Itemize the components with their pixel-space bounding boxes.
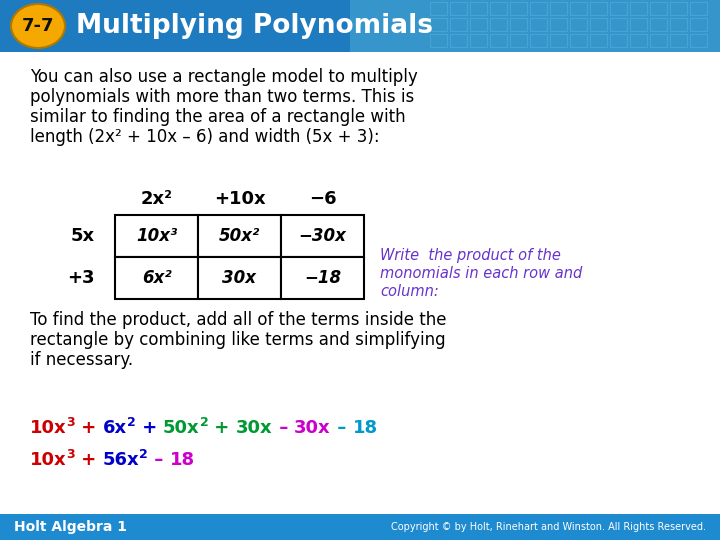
Bar	[450, 2, 467, 15]
Bar	[281, 215, 364, 257]
Bar	[690, 18, 707, 31]
Bar	[0, 0, 720, 52]
Text: if necessary.: if necessary.	[30, 351, 133, 369]
Bar	[450, 34, 467, 47]
Bar	[590, 18, 607, 31]
Bar	[550, 18, 567, 31]
Bar	[115, 257, 198, 299]
Text: monomials in each row and: monomials in each row and	[380, 266, 582, 281]
Text: 2: 2	[127, 416, 135, 429]
Bar	[610, 2, 627, 15]
Bar	[550, 34, 567, 47]
Text: –: –	[273, 419, 294, 437]
Text: +: +	[76, 451, 103, 469]
Text: 6x²: 6x²	[142, 269, 171, 287]
Text: 2: 2	[140, 449, 148, 462]
Text: 7-7: 7-7	[22, 17, 54, 35]
Bar	[530, 34, 547, 47]
Bar	[350, 0, 720, 52]
Text: 56x: 56x	[103, 451, 140, 469]
Bar	[570, 34, 587, 47]
Bar	[690, 2, 707, 15]
Text: +3: +3	[68, 269, 95, 287]
Bar	[630, 34, 647, 47]
Bar	[430, 18, 447, 31]
Bar	[281, 257, 364, 299]
Text: –: –	[331, 419, 353, 437]
Bar	[490, 18, 507, 31]
Bar	[670, 2, 687, 15]
Bar	[650, 2, 667, 15]
Text: +10x: +10x	[214, 190, 265, 208]
Text: −30x: −30x	[299, 227, 346, 245]
Bar	[490, 34, 507, 47]
Bar	[470, 18, 487, 31]
Text: –: –	[148, 451, 170, 469]
Text: 2: 2	[199, 416, 209, 429]
Bar	[530, 2, 547, 15]
Bar	[570, 2, 587, 15]
Text: −18: −18	[304, 269, 341, 287]
Text: 50x²: 50x²	[219, 227, 260, 245]
Text: 10x: 10x	[30, 451, 67, 469]
Bar	[430, 34, 447, 47]
Text: To find the product, add all of the terms inside the: To find the product, add all of the term…	[30, 311, 446, 329]
Text: Multiplying Polynomials: Multiplying Polynomials	[76, 13, 433, 39]
Text: 30x: 30x	[294, 419, 331, 437]
Bar	[550, 2, 567, 15]
Text: 18: 18	[353, 419, 377, 437]
Text: polynomials with more than two terms. This is: polynomials with more than two terms. Th…	[30, 88, 414, 106]
Bar	[115, 215, 198, 257]
Text: 18: 18	[170, 451, 195, 469]
Bar	[430, 2, 447, 15]
Bar	[198, 215, 281, 257]
Bar	[470, 34, 487, 47]
Bar	[690, 34, 707, 47]
Bar	[610, 34, 627, 47]
Bar	[610, 18, 627, 31]
Text: 5x: 5x	[71, 227, 95, 245]
Text: 30x: 30x	[236, 419, 273, 437]
Bar	[650, 18, 667, 31]
Bar	[630, 18, 647, 31]
Bar	[590, 34, 607, 47]
Text: column:: column:	[380, 284, 438, 299]
Text: +: +	[76, 419, 103, 437]
Bar	[630, 2, 647, 15]
Text: Write  the product of the: Write the product of the	[380, 248, 561, 263]
Text: You can also use a rectangle model to multiply: You can also use a rectangle model to mu…	[30, 68, 418, 86]
Bar	[0, 514, 720, 540]
Bar	[670, 18, 687, 31]
Text: 50x: 50x	[163, 419, 199, 437]
Bar	[510, 34, 527, 47]
Bar	[450, 18, 467, 31]
Text: rectangle by combining like terms and simplifying: rectangle by combining like terms and si…	[30, 331, 446, 349]
Bar	[470, 2, 487, 15]
Bar	[530, 18, 547, 31]
Text: 10x: 10x	[30, 419, 67, 437]
Text: 2x²: 2x²	[140, 190, 173, 208]
Bar	[670, 34, 687, 47]
Text: +: +	[209, 419, 236, 437]
Text: 6x: 6x	[103, 419, 127, 437]
Bar	[198, 257, 281, 299]
Text: 30x: 30x	[222, 269, 256, 287]
Text: −6: −6	[309, 190, 336, 208]
Text: Holt Algebra 1: Holt Algebra 1	[14, 520, 127, 534]
Bar	[570, 18, 587, 31]
Bar	[510, 18, 527, 31]
Bar	[510, 2, 527, 15]
Bar	[650, 34, 667, 47]
Text: length (2x² + 10x – 6) and width (5x + 3):: length (2x² + 10x – 6) and width (5x + 3…	[30, 128, 379, 146]
Text: 3: 3	[67, 449, 76, 462]
Bar	[590, 2, 607, 15]
Text: 3: 3	[67, 416, 76, 429]
Bar	[490, 2, 507, 15]
Text: +: +	[135, 419, 163, 437]
Ellipse shape	[11, 4, 65, 48]
Text: similar to finding the area of a rectangle with: similar to finding the area of a rectang…	[30, 108, 405, 126]
Text: 10x³: 10x³	[136, 227, 177, 245]
Text: Copyright © by Holt, Rinehart and Winston. All Rights Reserved.: Copyright © by Holt, Rinehart and Winsto…	[391, 522, 706, 532]
